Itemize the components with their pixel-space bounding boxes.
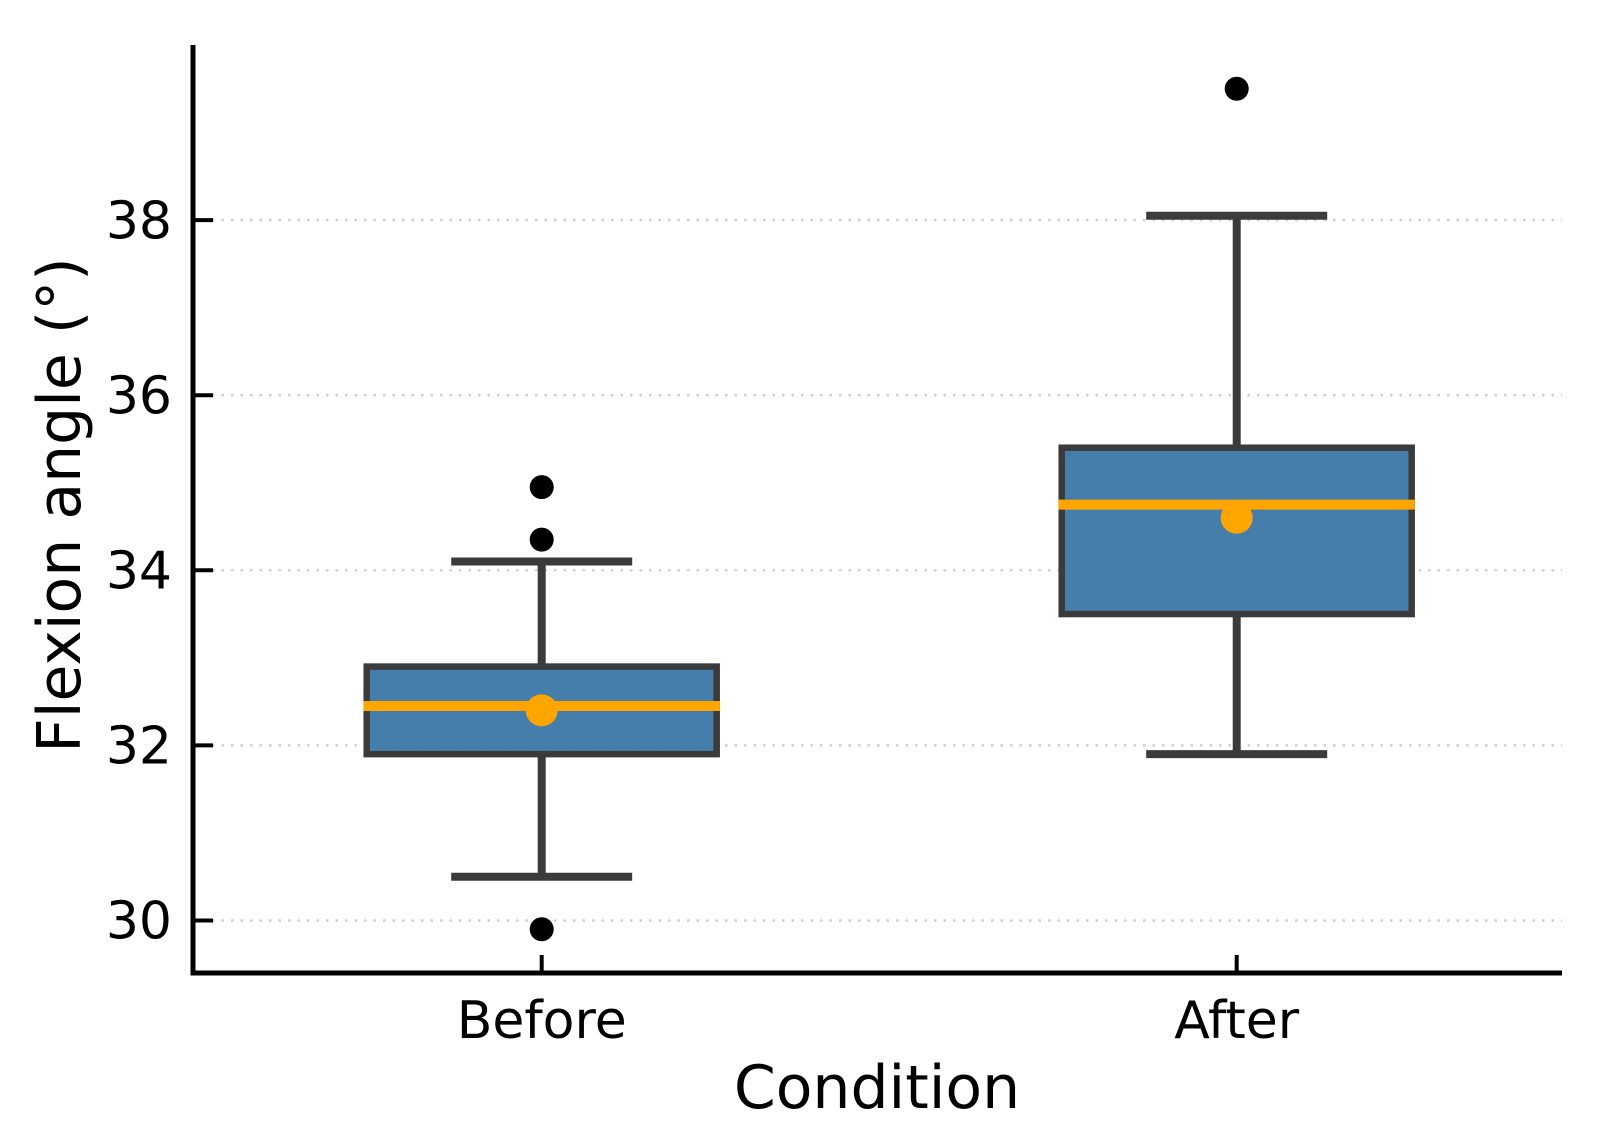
mean-marker-after — [1220, 501, 1253, 534]
x-axis-label: Condition — [734, 1053, 1020, 1123]
outlier-point-before-2 — [529, 475, 554, 500]
y-tick-label-32: 32 — [106, 717, 172, 777]
axis-layer: 30 32 34 36 38 Before After — [106, 45, 1562, 1051]
y-axis-label: Flexion angle (°) — [25, 257, 95, 752]
mean-marker-before — [525, 694, 558, 727]
y-tick-label-34: 34 — [106, 541, 172, 601]
outlier-point-before-0 — [529, 917, 554, 942]
y-tick-label-36: 36 — [106, 366, 172, 426]
x-tick-label-after: After — [1174, 991, 1299, 1051]
y-tick-label-30: 30 — [106, 892, 172, 952]
outlier-point-after-0 — [1224, 76, 1249, 101]
box-layer — [363, 76, 1415, 942]
outlier-point-before-1 — [529, 527, 554, 552]
x-tick-label-before: Before — [457, 991, 627, 1051]
label-layer: Condition Flexion angle (°) — [25, 257, 1020, 1123]
y-tick-label-38: 38 — [106, 191, 172, 251]
